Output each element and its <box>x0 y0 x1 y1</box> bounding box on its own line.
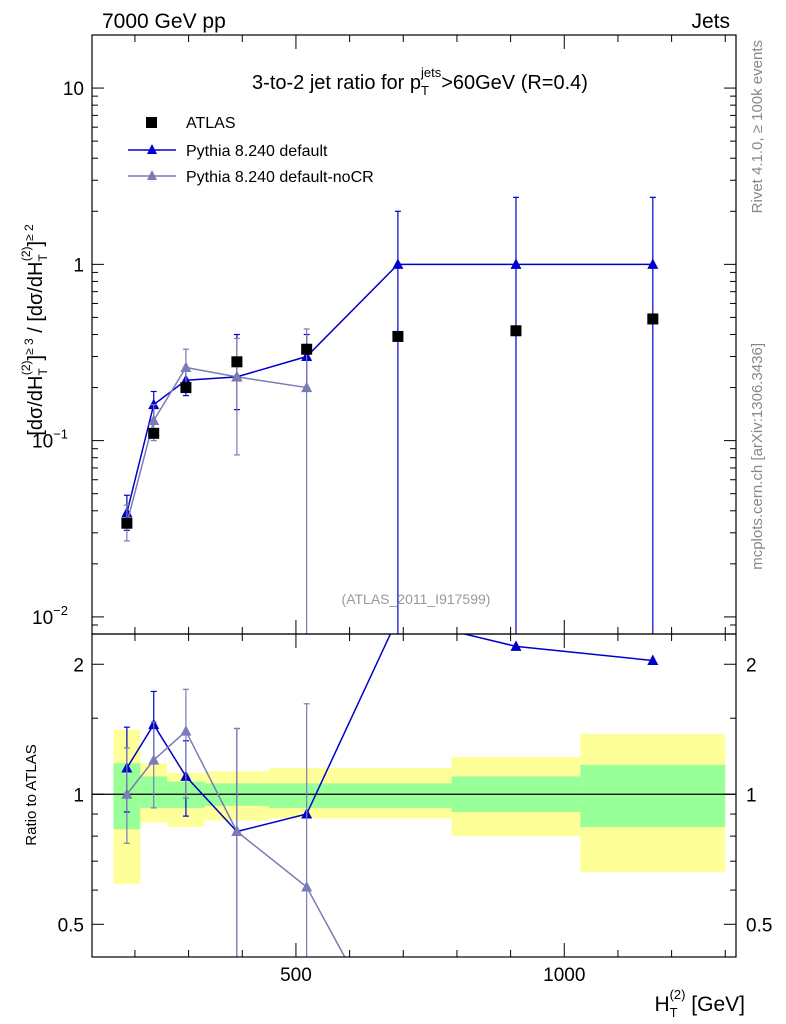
x-tick-label: 500 <box>280 965 312 986</box>
chart-title-sub: T <box>421 83 429 98</box>
band-stat-segment <box>580 764 726 827</box>
header-right-label: Jets <box>691 10 730 33</box>
x-tick-label: 1000 <box>543 965 585 986</box>
ratio-y-tick-label-left: 2 <box>73 655 84 676</box>
pythia-main-point <box>647 258 659 269</box>
atlas-data-point <box>301 343 313 355</box>
chart-title: 3-to-2 jet ratio for pTjets>60GeV (R=0.4… <box>252 65 588 98</box>
legend-nocr-label: Pythia 8.240 default-noCR <box>186 169 374 186</box>
header-left-label: 7000 GeV pp <box>102 10 226 33</box>
ylabel-h: (2) <box>19 246 33 261</box>
ylabel-e: ≥ 3 <box>22 338 36 355</box>
xlabel-b: T <box>670 1005 678 1020</box>
ratio-frame <box>91 633 737 958</box>
ratio-plot: 2 2 1 1 0.5 0.5 500 1000 <box>58 633 772 986</box>
legend-atlas-label: ATLAS <box>186 115 236 132</box>
atlas-data-point <box>231 356 243 368</box>
main-data <box>121 196 659 634</box>
ratio-y-tick-label-right: 2 <box>746 655 757 676</box>
xlabel-d: [GeV] <box>685 993 745 1016</box>
y-axis-label: [dσ/dHT(2)]≥ 3 / [dσ/dHT(2)]≥ 2 <box>19 224 50 436</box>
ratio-y-tick-label-left: 1 <box>73 785 84 806</box>
legend-atlas-marker <box>146 117 157 128</box>
ratio-y-tick-label-left: 0.5 <box>58 915 84 936</box>
nocr-ratio-point <box>301 880 313 892</box>
ylabel-a: [dσ/dH <box>25 376 47 436</box>
nocr-main-point <box>231 370 243 382</box>
y-tick-label-exponent: −1 <box>53 427 68 442</box>
atlas-data-point <box>647 313 659 325</box>
legend: ATLAS Pythia 8.240 default Pythia 8.240 … <box>128 115 374 186</box>
chart-title-post: >60GeV (R=0.4) <box>441 72 588 94</box>
legend-pythia-marker <box>147 144 157 154</box>
ratio-y-tick-label-right: 1 <box>746 785 757 806</box>
ratio-y-axis-label: Ratio to ATLAS <box>23 744 40 845</box>
ratio-y-tick-label-right: 0.5 <box>746 915 772 936</box>
xlabel-a: H <box>654 993 669 1016</box>
nocr-ratio-point <box>180 725 192 736</box>
nocr-ratio-point <box>231 825 243 836</box>
pythia-ratio-point <box>647 654 659 666</box>
nocr-main-line <box>126 366 307 524</box>
nocr-main-point <box>180 361 192 372</box>
ratio-data <box>92 634 736 957</box>
pythia-ratio-line <box>126 634 653 833</box>
ylabel-d: ] <box>25 355 47 361</box>
ylabel-g: T <box>36 254 50 262</box>
atlas-data-point <box>392 330 404 342</box>
nocr-ratio-point <box>148 754 160 765</box>
nocr-main-point <box>301 381 313 393</box>
pythia-main-point <box>510 258 522 269</box>
ylabel-c: (2) <box>19 360 33 375</box>
analysis-watermark: (ATLAS_2011_I917599) <box>342 591 491 607</box>
x-axis-label: HT (2) [GeV] <box>654 987 745 1020</box>
ylabel-b: T <box>36 368 50 376</box>
legend-pythia-label: Pythia 8.240 default <box>186 143 328 160</box>
atlas-data-point <box>180 382 192 394</box>
y-tick-label: 10 <box>63 79 84 100</box>
atlas-data-point <box>148 427 160 439</box>
ylabel-j: ≥ 2 <box>22 224 36 241</box>
y-tick-label: 1 <box>73 255 84 276</box>
xlabel-c: (2) <box>670 987 686 1002</box>
main-plot: 10 1 10−1 10−2 <box>32 34 737 957</box>
atlas-data-point <box>121 517 133 529</box>
mcplots-label: mcplots.cern.ch [arXiv:1306.3436] <box>749 343 766 570</box>
y-tick-label: 10−2 <box>32 603 68 629</box>
chart-title-pre: 3-to-2 jet ratio for p <box>252 72 421 94</box>
legend-nocr-marker <box>147 170 157 180</box>
pythia-main-line <box>126 263 653 513</box>
pythia-ratio-point <box>510 640 522 651</box>
nocr-main-point <box>148 414 160 426</box>
nocr-ratio-line <box>126 729 346 957</box>
atlas-data-point <box>510 325 522 337</box>
y-tick-label-exponent: −2 <box>53 603 68 618</box>
nocr-ratio-point <box>121 788 133 799</box>
pythia-main-point <box>392 258 404 269</box>
chart-title-sup: jets <box>420 65 442 80</box>
band-stat-segment <box>269 783 452 808</box>
rivet-label: Rivet 4.1.0, ≥ 100k events <box>749 40 766 213</box>
ylabel-f: / [dσ/dH <box>25 262 47 339</box>
y-tick-label: 10−1 <box>32 427 68 453</box>
ylabel-i: ] <box>25 241 47 247</box>
pythia-main-point <box>148 398 160 410</box>
